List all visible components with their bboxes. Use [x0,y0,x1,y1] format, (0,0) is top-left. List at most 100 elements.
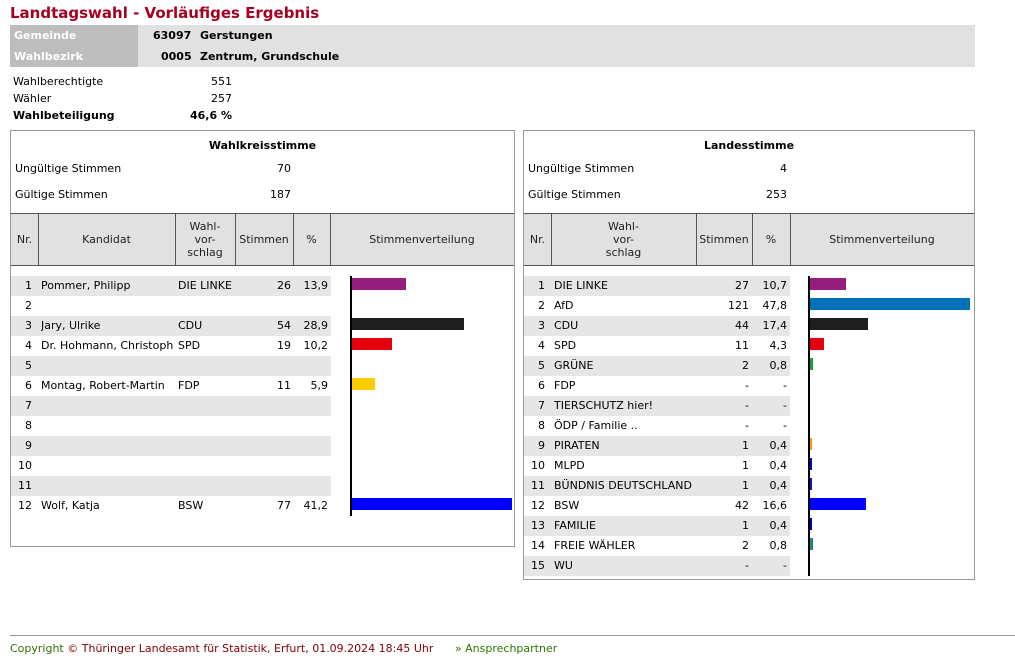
cell-nr: 12 [531,499,545,512]
cell-votes: 26 [277,279,291,292]
gueltig-label: Gültige Stimmen [528,188,621,201]
vote-bar [810,458,812,470]
cell-pct: 13,9 [303,279,329,292]
stat-label-wahlbeteiligung: Wahlbeteiligung [13,109,115,122]
cell-nr: 5 [538,359,545,372]
cell-pct: 0,4 [769,439,788,452]
table-row: 4 SPD 11 4,3 [524,336,790,356]
stat-label-waehler: Wähler [13,92,52,105]
cell-party: DIE LINKE [554,279,608,292]
cell-party: FREIE WÄHLER [554,539,636,552]
ansprechpartner-link[interactable]: » Ansprechpartner [454,642,558,655]
cell-nr: 4 [25,339,32,352]
cell-votes: 1 [742,479,749,492]
table-row: 5 GRÜNE 2 0,8 [524,356,790,376]
vote-bar [810,498,866,510]
col-nr: Nr. [11,214,39,265]
wahlkreisstimme-panel: Wahlkreisstimme Ungültige Stimmen 70 Gül… [10,130,515,547]
copyright-label: Copyright [10,642,64,655]
cell-votes: - [745,399,749,412]
stat-value-wahlberechtigte: 551 [211,75,232,88]
wahlbezirk-label: Wahlbezirk [10,46,138,67]
cell-votes: 27 [735,279,749,292]
table-row: 11 BÜNDNIS DEUTSCHLAND 1 0,4 [524,476,790,496]
cell-pct: 0,4 [769,479,788,492]
cell-party: ÖDP / Familie .. [554,419,638,432]
cell-votes: 11 [735,339,749,352]
cell-party: SPD [554,339,577,352]
cell-nr: 14 [531,539,545,552]
gueltig-value: 187 [270,188,291,201]
copyright-text: © Thüringer Landesamt für Statistik, Erf… [67,642,434,655]
cell-nr: 2 [25,299,32,312]
vote-bar [810,518,812,530]
cell-nr: 13 [531,519,545,532]
table-row: 6 Montag, Robert-Martin FDP 11 5,9 [11,376,331,396]
cell-pct: - [783,399,787,412]
gueltig-label: Gültige Stimmen [15,188,108,201]
panel-title: Landesstimme [703,139,795,152]
cell-nr: 6 [538,379,545,392]
cell-nr: 9 [25,439,32,452]
cell-pct: 16,6 [762,499,788,512]
vote-bar [810,478,812,490]
cell-party: FDP [178,379,200,392]
col-kandidat: Kandidat [38,214,176,265]
cell-party: BÜNDNIS DEUTSCHLAND [554,479,692,492]
cell-votes: 19 [277,339,291,352]
cell-votes: 11 [277,379,291,392]
table-row: 9 [11,436,331,456]
cell-party: DIE LINKE [178,279,232,292]
cell-nr: 4 [538,339,545,352]
gemeinde-name: Gerstungen [200,29,273,42]
vote-bar [810,298,970,310]
cell-votes: 42 [735,499,749,512]
table-row: 12 Wolf, Katja BSW 77 41,2 [11,496,331,516]
cell-nr: 11 [531,479,545,492]
table-row: 10 MLPD 1 0,4 [524,456,790,476]
vote-bar [352,378,375,390]
table-row: 2 AfD 121 47,8 [524,296,790,316]
ungueltig-label: Ungültige Stimmen [15,162,122,175]
cell-pct: 0,8 [769,539,788,552]
cell-votes: 44 [735,319,749,332]
cell-party: BSW [554,499,580,512]
stat-label-wahlberechtigte: Wahlberechtigte [13,75,104,88]
cell-pct: 41,2 [303,499,329,512]
landesstimme-panel: Landesstimme Ungültige Stimmen 4 Gültige… [523,130,975,580]
cell-nr: 8 [538,419,545,432]
vote-bar [810,318,869,330]
chart-axis [350,276,352,516]
cell-nr: 9 [538,439,545,452]
table-row: 11 [11,476,331,496]
table-row: 2 [11,296,331,316]
footer: Copyright © Thüringer Landesamt für Stat… [10,642,557,655]
col-stimmen: Stimmen [235,214,294,265]
vote-bar [352,278,406,290]
cell-nr: 10 [531,459,545,472]
cell-nr: 3 [25,319,32,332]
cell-nr: 12 [18,499,32,512]
table-header: Nr. Wahl- vor- schlag Stimmen % Stimmenv… [524,213,974,266]
ungueltig-value: 4 [780,162,787,175]
gemeinde-label: Gemeinde [10,25,138,46]
cell-votes: 121 [728,299,749,312]
cell-pct: 10,7 [762,279,788,292]
cell-nr: 10 [18,459,32,472]
vote-bar [352,338,392,350]
cell-party: FAMILIE [554,519,596,532]
cell-nr: 6 [25,379,32,392]
cell-pct: 10,2 [303,339,329,352]
cell-votes: 77 [277,499,291,512]
cell-nr: 7 [538,399,545,412]
ungueltig-label: Ungültige Stimmen [528,162,635,175]
gemeinde-nr: 63097 [153,29,192,42]
cell-party: GRÜNE [554,359,594,372]
cell-party: TIERSCHUTZ hier! [554,399,654,412]
cell-nr: 15 [531,559,545,572]
cell-pct: 28,9 [303,319,329,332]
cell-nr: 1 [25,279,32,292]
table-row: 4 Dr. Hohmann, Christoph SPD 19 10,2 [11,336,331,356]
stat-value-waehler: 257 [211,92,232,105]
cell-party: MLPD [554,459,585,472]
